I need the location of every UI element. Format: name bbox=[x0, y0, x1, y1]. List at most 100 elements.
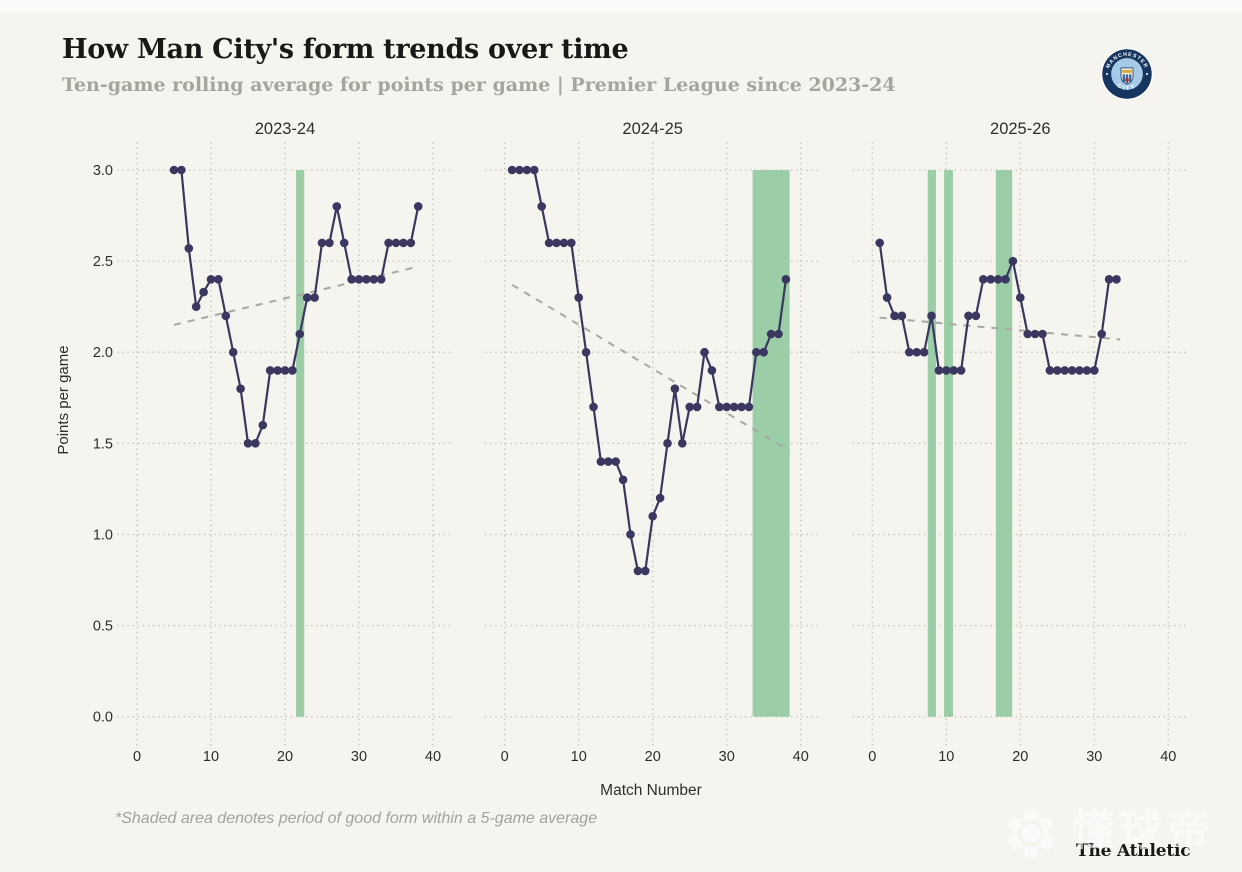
data-points bbox=[507, 165, 791, 576]
data-point bbox=[752, 347, 761, 357]
data-point bbox=[737, 402, 746, 412]
x-tick-label: 10 bbox=[571, 749, 587, 765]
x-tick-label: 30 bbox=[351, 749, 367, 765]
data-point bbox=[912, 347, 921, 357]
data-point bbox=[1090, 366, 1099, 375]
trend-line bbox=[511, 283, 791, 452]
data-point bbox=[184, 244, 194, 253]
data-point bbox=[1067, 366, 1077, 375]
data-point bbox=[317, 238, 327, 248]
data-point bbox=[934, 366, 944, 375]
data-point bbox=[214, 275, 223, 284]
data-point bbox=[648, 511, 657, 521]
x-tick-label: 30 bbox=[1086, 749, 1102, 765]
data-point bbox=[678, 439, 687, 448]
page-subtitle: Ten-game rolling average for points per … bbox=[62, 74, 896, 96]
x-tick-label: 30 bbox=[719, 749, 735, 765]
data-point bbox=[1001, 275, 1010, 284]
data-point bbox=[626, 530, 635, 539]
y-tick-labels: 0.0 0.5 1.0 1.5 2.0 2.5 3.0 bbox=[93, 163, 113, 726]
badge-bottom-text: CITY bbox=[1116, 83, 1138, 92]
data-point bbox=[655, 493, 665, 503]
page-title: How Man City's form trends over time bbox=[62, 34, 629, 65]
panel-2023-24: 2023-24 0 10 20 30 40 bbox=[117, 120, 453, 765]
rolling-average-line bbox=[512, 168, 787, 573]
data-point bbox=[537, 202, 546, 211]
badge-shield bbox=[1120, 67, 1134, 85]
panel-title: 2024-25 bbox=[622, 120, 683, 138]
data-point bbox=[236, 384, 245, 393]
data-point bbox=[280, 366, 290, 375]
data-point bbox=[552, 238, 561, 248]
data-point bbox=[700, 347, 709, 357]
data-point bbox=[942, 366, 951, 375]
data-points bbox=[169, 165, 423, 448]
x-tick-label: 40 bbox=[425, 749, 441, 765]
data-point bbox=[1016, 293, 1025, 302]
x-tick-label: 10 bbox=[938, 749, 954, 765]
data-point bbox=[384, 238, 393, 248]
data-point bbox=[530, 165, 539, 175]
panel-title: 2023-24 bbox=[255, 120, 316, 138]
data-point bbox=[288, 366, 297, 375]
x-tick-label: 20 bbox=[277, 749, 293, 765]
data-point bbox=[766, 329, 776, 339]
panel-2024-25: 2024-25 0 10 20 30 40 bbox=[484, 120, 821, 765]
data-point bbox=[919, 347, 929, 357]
data-point bbox=[1097, 329, 1106, 339]
panel-title: 2025-26 bbox=[990, 120, 1051, 138]
x-tick-label: 0 bbox=[133, 749, 141, 765]
data-point bbox=[332, 202, 342, 211]
x-tick-label: 20 bbox=[1012, 749, 1028, 765]
data-point bbox=[1082, 366, 1092, 375]
data-point bbox=[707, 366, 717, 375]
data-point bbox=[685, 402, 694, 412]
x-tick-label: 0 bbox=[501, 749, 509, 765]
good-form-band bbox=[752, 170, 790, 717]
y-tick-label: 2.0 bbox=[93, 345, 113, 361]
data-point bbox=[1008, 256, 1018, 266]
data-point bbox=[633, 566, 643, 576]
badge-left-star bbox=[1106, 72, 1109, 76]
good-form-band bbox=[296, 170, 305, 717]
trend-line bbox=[879, 316, 1121, 341]
x-tick-label: 20 bbox=[645, 749, 661, 765]
data-point bbox=[302, 293, 312, 302]
x-tick-label: 0 bbox=[868, 749, 876, 765]
gridlines bbox=[852, 142, 1189, 747]
data-point bbox=[310, 293, 319, 302]
data-point bbox=[897, 311, 907, 321]
data-point bbox=[515, 165, 524, 175]
data-point bbox=[221, 311, 231, 321]
gridlines bbox=[484, 142, 821, 747]
data-point bbox=[347, 275, 356, 284]
data-point bbox=[1060, 366, 1069, 375]
data-point bbox=[986, 275, 995, 284]
data-point bbox=[177, 165, 186, 175]
data-point bbox=[1045, 366, 1055, 375]
data-point bbox=[559, 238, 569, 248]
data-point bbox=[781, 275, 791, 284]
x-tick-labels: 0 10 20 30 40 bbox=[133, 749, 441, 765]
data-point bbox=[604, 457, 613, 466]
x-tick-label: 10 bbox=[203, 749, 219, 765]
y-tick-label: 3.0 bbox=[93, 163, 113, 179]
data-point bbox=[243, 439, 253, 448]
good-form-band bbox=[944, 170, 953, 717]
data-point bbox=[722, 402, 731, 412]
data-point bbox=[567, 238, 576, 248]
data-point bbox=[971, 311, 981, 321]
y-tick-label: 0.0 bbox=[93, 710, 113, 726]
y-tick-label: 0.5 bbox=[93, 619, 113, 635]
data-point bbox=[574, 293, 583, 302]
the-athletic-logo: The Athletic bbox=[1076, 841, 1191, 861]
data-point bbox=[251, 439, 260, 448]
data-point bbox=[228, 347, 238, 357]
data-point bbox=[993, 275, 1003, 284]
data-point bbox=[949, 366, 958, 375]
data-point bbox=[774, 329, 783, 339]
data-point bbox=[663, 439, 672, 448]
y-axis-label: Points per game bbox=[55, 345, 72, 454]
data-point bbox=[581, 347, 591, 357]
